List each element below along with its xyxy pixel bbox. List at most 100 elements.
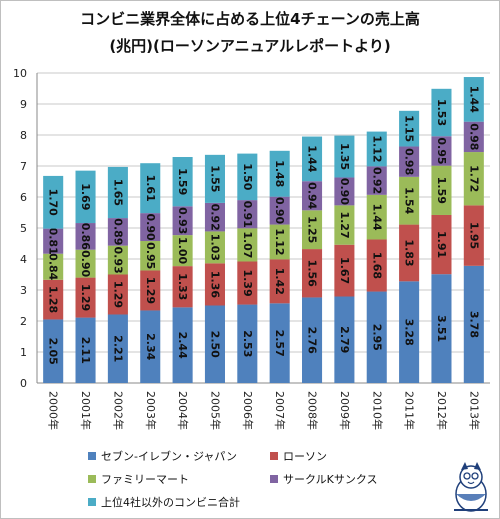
- bar-segment: [204, 154, 225, 203]
- data-label: 1.54: [403, 187, 416, 214]
- bar-segment: [107, 218, 128, 246]
- data-label: 0.81: [47, 228, 60, 255]
- bar-segment: [366, 166, 387, 195]
- data-label: 0.90: [144, 213, 157, 240]
- bar-segment: [237, 228, 258, 262]
- bar-segment: [431, 165, 452, 215]
- legend-swatch: [88, 498, 96, 506]
- data-label: 1.29: [144, 277, 157, 304]
- legend-swatch: [270, 475, 278, 483]
- bar-segment: [43, 253, 64, 280]
- data-label: 1.15: [403, 115, 416, 142]
- data-label: 0.86: [79, 223, 92, 250]
- data-label: 2.57: [273, 330, 286, 357]
- data-label: 0.98: [403, 148, 416, 175]
- bar-segment: [302, 249, 323, 298]
- bar-segment: [204, 263, 225, 306]
- data-label: 1.12: [273, 228, 286, 255]
- data-label: 1.00: [176, 237, 189, 264]
- bar-segment: [75, 170, 96, 224]
- bar-segment: [107, 245, 128, 275]
- bar-segment: [172, 206, 193, 236]
- bar-segment: [237, 261, 258, 305]
- data-label: 1.68: [370, 252, 383, 279]
- legend-item-lawson: ローソン: [270, 448, 327, 464]
- data-label: 1.39: [241, 269, 254, 296]
- data-label: 0.93: [176, 207, 189, 234]
- bar-segment: [366, 131, 387, 167]
- y-tick-label: 10: [13, 67, 27, 80]
- bar-segment: [334, 296, 355, 383]
- y-tick-label: 5: [20, 222, 27, 235]
- bar-segment: [334, 177, 355, 206]
- data-label: 0.90: [338, 178, 351, 205]
- bar-segment: [75, 317, 96, 383]
- legend-label: ローソン: [283, 450, 327, 463]
- bar-segment: [302, 181, 323, 211]
- data-label: 1.50: [241, 163, 254, 190]
- data-label: 1.35: [338, 143, 351, 170]
- bar-segment: [399, 281, 420, 383]
- data-label: 1.70: [47, 189, 60, 216]
- bar-segment: [302, 297, 323, 383]
- bar-segment: [302, 210, 323, 250]
- bar-segment: [366, 291, 387, 383]
- data-label: 0.90: [79, 250, 92, 277]
- bar-segment: [172, 307, 193, 383]
- x-tick-label: 2004年: [176, 391, 190, 430]
- bar-segment: [107, 314, 128, 383]
- bar-segment: [204, 202, 225, 232]
- y-tick-label: 6: [20, 191, 27, 204]
- data-label: 1.65: [111, 179, 124, 206]
- data-label: 2.76: [306, 327, 319, 354]
- data-label: 1.27: [338, 211, 351, 238]
- bar-segment: [172, 266, 193, 308]
- bar-segment: [334, 135, 355, 178]
- data-label: 2.95: [370, 324, 383, 351]
- bar-segment: [172, 235, 193, 267]
- data-label: 2.79: [338, 326, 351, 353]
- bar-segment: [366, 194, 387, 240]
- data-label: 2.44: [176, 332, 189, 359]
- bar-segment: [269, 150, 290, 197]
- data-label: 2.50: [208, 331, 221, 358]
- data-label: 0.84: [47, 253, 60, 280]
- data-label: 1.25: [306, 216, 319, 243]
- data-label: 0.89: [111, 218, 124, 245]
- x-tick-label: 2009年: [338, 391, 352, 430]
- data-label: 2.21: [111, 335, 124, 362]
- legend-label: ファミリーマート: [101, 473, 189, 486]
- data-label: 3.78: [467, 311, 480, 338]
- data-label: 0.92: [208, 204, 221, 231]
- bar-segment: [463, 77, 484, 122]
- x-tick-label: 2011年: [403, 391, 417, 430]
- data-label: 1.83: [403, 239, 416, 266]
- bar-segment: [140, 163, 161, 214]
- data-label: 1.59: [176, 168, 189, 195]
- bar-segment: [75, 249, 96, 278]
- data-label: 1.12: [370, 135, 383, 162]
- data-label: 0.91: [241, 201, 254, 228]
- data-label: 3.28: [403, 319, 416, 346]
- bar-segment: [43, 279, 64, 320]
- bar-segment: [463, 121, 484, 153]
- bar-segment: [463, 152, 484, 206]
- legend-item-seven-eleven: セブン-イレブン・ジャパン: [88, 448, 237, 464]
- mascot-logo: [454, 462, 488, 512]
- data-label: 1.69: [79, 183, 92, 210]
- bar-segment: [399, 146, 420, 177]
- y-tick-label: 7: [20, 160, 27, 173]
- data-label: 3.51: [435, 315, 448, 342]
- data-label: 0.92: [370, 167, 383, 194]
- x-tick-label: 2003年: [144, 391, 158, 430]
- bar-segment: [269, 196, 290, 225]
- data-label: 1.59: [435, 177, 448, 204]
- legend-item-circlek-sunkus: サークルKサンクス: [270, 471, 378, 487]
- data-label: 0.95: [435, 137, 448, 164]
- data-label: 1.44: [370, 204, 383, 231]
- y-tick-label: 0: [20, 377, 27, 390]
- bar-segment: [107, 274, 128, 315]
- data-label: 1.61: [144, 175, 157, 202]
- data-label: 0.90: [273, 197, 286, 224]
- data-label: 1.55: [208, 165, 221, 192]
